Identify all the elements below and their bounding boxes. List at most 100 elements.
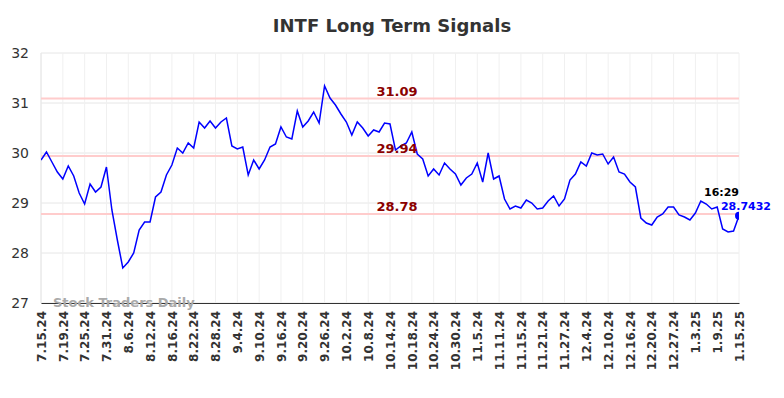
grid-line-x bbox=[542, 53, 543, 303]
grid-line-x bbox=[433, 53, 434, 303]
grid-line-x bbox=[84, 53, 85, 303]
x-tick: 10.8.24 bbox=[362, 303, 376, 362]
y-tick: 27 bbox=[11, 295, 41, 311]
x-tick-label: 7.19.24 bbox=[57, 311, 71, 362]
x-tick: 12.16.24 bbox=[624, 303, 638, 370]
x-tick: 10.24.24 bbox=[427, 303, 441, 370]
x-tick-label: 10.24.24 bbox=[427, 311, 441, 370]
x-tick-label: 10.2.24 bbox=[340, 311, 354, 362]
x-tick: 12.20.24 bbox=[645, 303, 659, 370]
x-tick: 11.5.24 bbox=[471, 303, 485, 362]
grid-line-x bbox=[564, 53, 565, 303]
x-tick: 8.28.24 bbox=[209, 303, 223, 362]
y-tick: 30 bbox=[11, 145, 41, 161]
x-tick-label: 12.4.24 bbox=[580, 311, 594, 362]
x-tick: 7.15.24 bbox=[35, 303, 49, 362]
x-tick-label: 8.28.24 bbox=[209, 311, 223, 362]
y-tick: 32 bbox=[11, 45, 41, 61]
x-tick: 10.30.24 bbox=[449, 303, 463, 370]
x-tick: 7.19.24 bbox=[57, 303, 71, 362]
x-tick-label: 8.12.24 bbox=[144, 311, 158, 362]
last-value-label: 28.7432 bbox=[721, 200, 771, 213]
x-tick: 8.12.24 bbox=[144, 303, 158, 362]
grid-line-x bbox=[280, 53, 281, 303]
x-tick: 7.31.24 bbox=[100, 303, 114, 362]
x-tick-label: 9.16.24 bbox=[275, 311, 289, 362]
grid-line-x bbox=[302, 53, 303, 303]
x-tick-label: 11.15.24 bbox=[515, 311, 529, 370]
grid-line-x bbox=[215, 53, 216, 303]
grid-line-x bbox=[455, 53, 456, 303]
x-tick-label: 8.22.24 bbox=[187, 311, 201, 362]
plot-area bbox=[41, 86, 739, 268]
x-tick: 12.27.24 bbox=[667, 303, 681, 370]
y-tick: 31 bbox=[11, 95, 41, 111]
grid-line-x bbox=[41, 53, 42, 303]
grid bbox=[41, 53, 739, 303]
x-tick-label: 9.4.24 bbox=[231, 311, 245, 354]
x-tick-label: 10.30.24 bbox=[449, 311, 463, 370]
grid-line-x bbox=[193, 53, 194, 303]
grid-line-x bbox=[106, 53, 107, 303]
last-point bbox=[735, 212, 739, 220]
x-tick-label: 9.26.24 bbox=[318, 311, 332, 362]
x-tick: 10.2.24 bbox=[340, 303, 354, 362]
x-tick: 12.4.24 bbox=[580, 303, 594, 362]
x-tick-label: 12.27.24 bbox=[667, 311, 681, 370]
grid-line-x bbox=[128, 53, 129, 303]
x-tick: 11.15.24 bbox=[515, 303, 529, 370]
x-tick: 11.27.24 bbox=[558, 303, 572, 370]
grid-line-x bbox=[695, 53, 696, 303]
x-tick: 10.14.24 bbox=[384, 303, 398, 370]
x-tick-label: 1.3.25 bbox=[689, 311, 703, 354]
level-label: 29.94 bbox=[376, 141, 417, 156]
x-tick-label: 7.15.24 bbox=[35, 311, 49, 362]
x-tick: 11.11.24 bbox=[493, 303, 507, 370]
y-axis: 272829303132 bbox=[11, 45, 41, 311]
grid-line-x bbox=[150, 53, 151, 303]
grid-line-x bbox=[629, 53, 630, 303]
x-tick: 9.16.24 bbox=[275, 303, 289, 362]
x-tick-label: 1.9.25 bbox=[711, 311, 725, 354]
grid-line-x bbox=[739, 53, 740, 303]
chart-title: INTF Long Term Signals bbox=[273, 15, 511, 36]
x-tick-label: 12.20.24 bbox=[645, 311, 659, 370]
price-line bbox=[41, 86, 739, 268]
y-tick-label: 27 bbox=[11, 295, 29, 311]
grid-line-x bbox=[477, 53, 478, 303]
x-tick: 9.10.24 bbox=[253, 303, 267, 362]
grid-line-x bbox=[259, 53, 260, 303]
x-tick-label: 9.20.24 bbox=[296, 311, 310, 362]
y-tick-label: 30 bbox=[11, 145, 29, 161]
x-tick: 1.15.25 bbox=[733, 303, 747, 362]
y-axis-line bbox=[41, 54, 42, 304]
chart-svg: INTF Long Term Signals2728293031327.15.2… bbox=[0, 0, 784, 398]
x-tick: 1.3.25 bbox=[689, 303, 703, 354]
y-tick-label: 31 bbox=[11, 95, 29, 111]
y-tick-label: 32 bbox=[11, 45, 29, 61]
grid-line-x bbox=[171, 53, 172, 303]
y-tick: 29 bbox=[11, 195, 41, 211]
x-tick-label: 10.14.24 bbox=[384, 311, 398, 370]
grid-line-x bbox=[651, 53, 652, 303]
x-tick: 10.18.24 bbox=[406, 303, 420, 370]
y-tick-label: 29 bbox=[11, 195, 29, 211]
x-tick-label: 7.25.24 bbox=[78, 311, 92, 362]
watermark: Stock Traders Daily bbox=[53, 295, 195, 310]
x-tick-label: 8.6.24 bbox=[122, 311, 136, 354]
x-tick-label: 12.10.24 bbox=[602, 311, 616, 370]
x-tick-label: 11.5.24 bbox=[471, 311, 485, 362]
level-label: 31.09 bbox=[376, 84, 417, 99]
x-tick-label: 10.8.24 bbox=[362, 311, 376, 362]
grid-line-x bbox=[608, 53, 609, 303]
grid-line-x bbox=[237, 53, 238, 303]
x-tick-label: 10.18.24 bbox=[406, 311, 420, 370]
x-tick: 9.4.24 bbox=[231, 303, 245, 354]
x-tick: 8.22.24 bbox=[187, 303, 201, 362]
grid-line-x bbox=[346, 53, 347, 303]
y-axis-range bbox=[41, 53, 42, 303]
x-tick: 7.25.24 bbox=[78, 303, 92, 362]
grid-line-x bbox=[673, 53, 674, 303]
grid-line-x bbox=[368, 53, 369, 303]
grid-line-x bbox=[520, 53, 521, 303]
